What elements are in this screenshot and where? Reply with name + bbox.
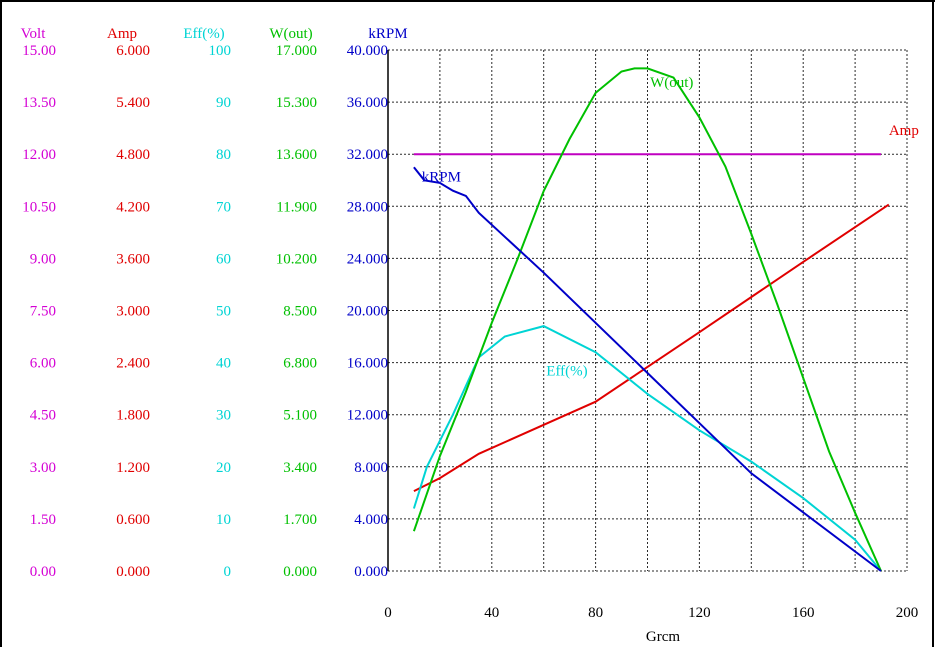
y-tick-label: 32.000 [347, 147, 388, 163]
series-line-wout [412, 67, 882, 572]
y-tick-label: 1.50 [30, 512, 56, 528]
x-tick-label: 0 [384, 605, 392, 621]
y-tick-label: 1.800 [116, 408, 150, 424]
y-tick-label: 15.300 [276, 95, 317, 111]
series-line-amp [413, 203, 890, 492]
y-tick-label: 0.600 [116, 512, 150, 528]
annotation-label: W(out) [650, 75, 693, 91]
y-tick-label: 9.00 [30, 251, 56, 267]
x-tick-label: 160 [792, 605, 815, 621]
y-tick-label: 10.50 [22, 199, 56, 215]
y-tick-label: 24.000 [347, 251, 388, 267]
y-tick-label: 20.000 [347, 304, 388, 320]
y-tick-label: 80 [216, 147, 231, 163]
x-tick-label: 40 [484, 605, 499, 621]
y-tick-label: 20 [216, 460, 231, 476]
y-tick-label: 8.000 [354, 460, 388, 476]
y-axis-header-eff: Eff(%) [183, 26, 224, 42]
y-tick-label: 2.400 [116, 356, 150, 372]
y-tick-label: 4.200 [116, 199, 150, 215]
x-tick-label: 200 [896, 605, 919, 621]
y-tick-label: 60 [216, 251, 231, 267]
y-tick-label: 16.000 [347, 356, 388, 372]
y-tick-label: 28.000 [347, 199, 388, 215]
y-tick-label: 5.400 [116, 95, 150, 111]
x-tick-label: 120 [688, 605, 711, 621]
y-tick-label: 17.000 [276, 43, 317, 59]
y-tick-label: 1.200 [116, 460, 150, 476]
y-tick-label: 10.200 [276, 251, 317, 267]
y-tick-label: 15.00 [22, 43, 56, 59]
y-tick-label: 4.50 [30, 408, 56, 424]
y-axis-header-krpm: kRPM [368, 26, 407, 42]
series-line-eff [412, 325, 882, 572]
y-tick-label: 1.700 [283, 512, 317, 528]
y-tick-label: 0.00 [30, 564, 56, 580]
y-tick-label: 7.50 [30, 304, 56, 320]
annotation-label: Amp [889, 123, 919, 139]
annotation-label: Eff(%) [546, 364, 587, 380]
y-tick-label: 6.00 [30, 356, 56, 372]
y-tick-label: 0.000 [283, 564, 317, 580]
series-layer [412, 67, 890, 572]
y-tick-label: 13.600 [276, 147, 317, 163]
y-tick-label: 8.500 [283, 304, 317, 320]
y-tick-label: 12.000 [347, 408, 388, 424]
y-tick-label: 0 [224, 564, 232, 580]
y-tick-label: 11.900 [276, 199, 317, 215]
y-tick-label: 13.50 [22, 95, 56, 111]
y-tick-label: 30 [216, 408, 231, 424]
y-tick-label: 40 [216, 356, 231, 372]
y-axis-header-amp: Amp [107, 26, 137, 42]
y-tick-label: 4.800 [116, 147, 150, 163]
y-tick-label: 6.800 [283, 356, 317, 372]
y-tick-label: 10 [216, 512, 231, 528]
y-axis-header-volt: Volt [21, 26, 47, 42]
y-tick-label: 12.00 [22, 147, 56, 163]
x-axis-title: Grcm [646, 629, 680, 645]
y-tick-label: 5.100 [283, 408, 317, 424]
y-tick-label: 100 [209, 43, 232, 59]
y-tick-label: 3.000 [116, 304, 150, 320]
y-tick-label: 40.000 [347, 43, 388, 59]
y-tick-label: 6.000 [116, 43, 150, 59]
y-tick-label: 50 [216, 304, 231, 320]
y-tick-label: 36.000 [347, 95, 388, 111]
y-tick-label: 3.400 [283, 460, 317, 476]
y-tick-label: 4.000 [354, 512, 388, 528]
plot-grid [387, 49, 908, 572]
axis-labels: Volt 0.00 1.50 3.00 4.50 6.00 7.50 9.00 10.50 12.… [21, 26, 919, 621]
annotation-layer: W(out) Amp Eff(%) kRPM [422, 75, 919, 380]
y-tick-label: 0.000 [116, 564, 150, 580]
y-tick-label: 3.600 [116, 251, 150, 267]
y-tick-label: 90 [216, 95, 231, 111]
x-tick-label: 80 [588, 605, 603, 621]
series-line-krpm [413, 166, 882, 572]
annotation-label: kRPM [422, 170, 461, 186]
y-tick-label: 0.000 [354, 564, 388, 580]
y-tick-label: 3.00 [30, 460, 56, 476]
y-tick-label: 70 [216, 199, 231, 215]
y-axis-header-wout: W(out) [269, 26, 312, 42]
